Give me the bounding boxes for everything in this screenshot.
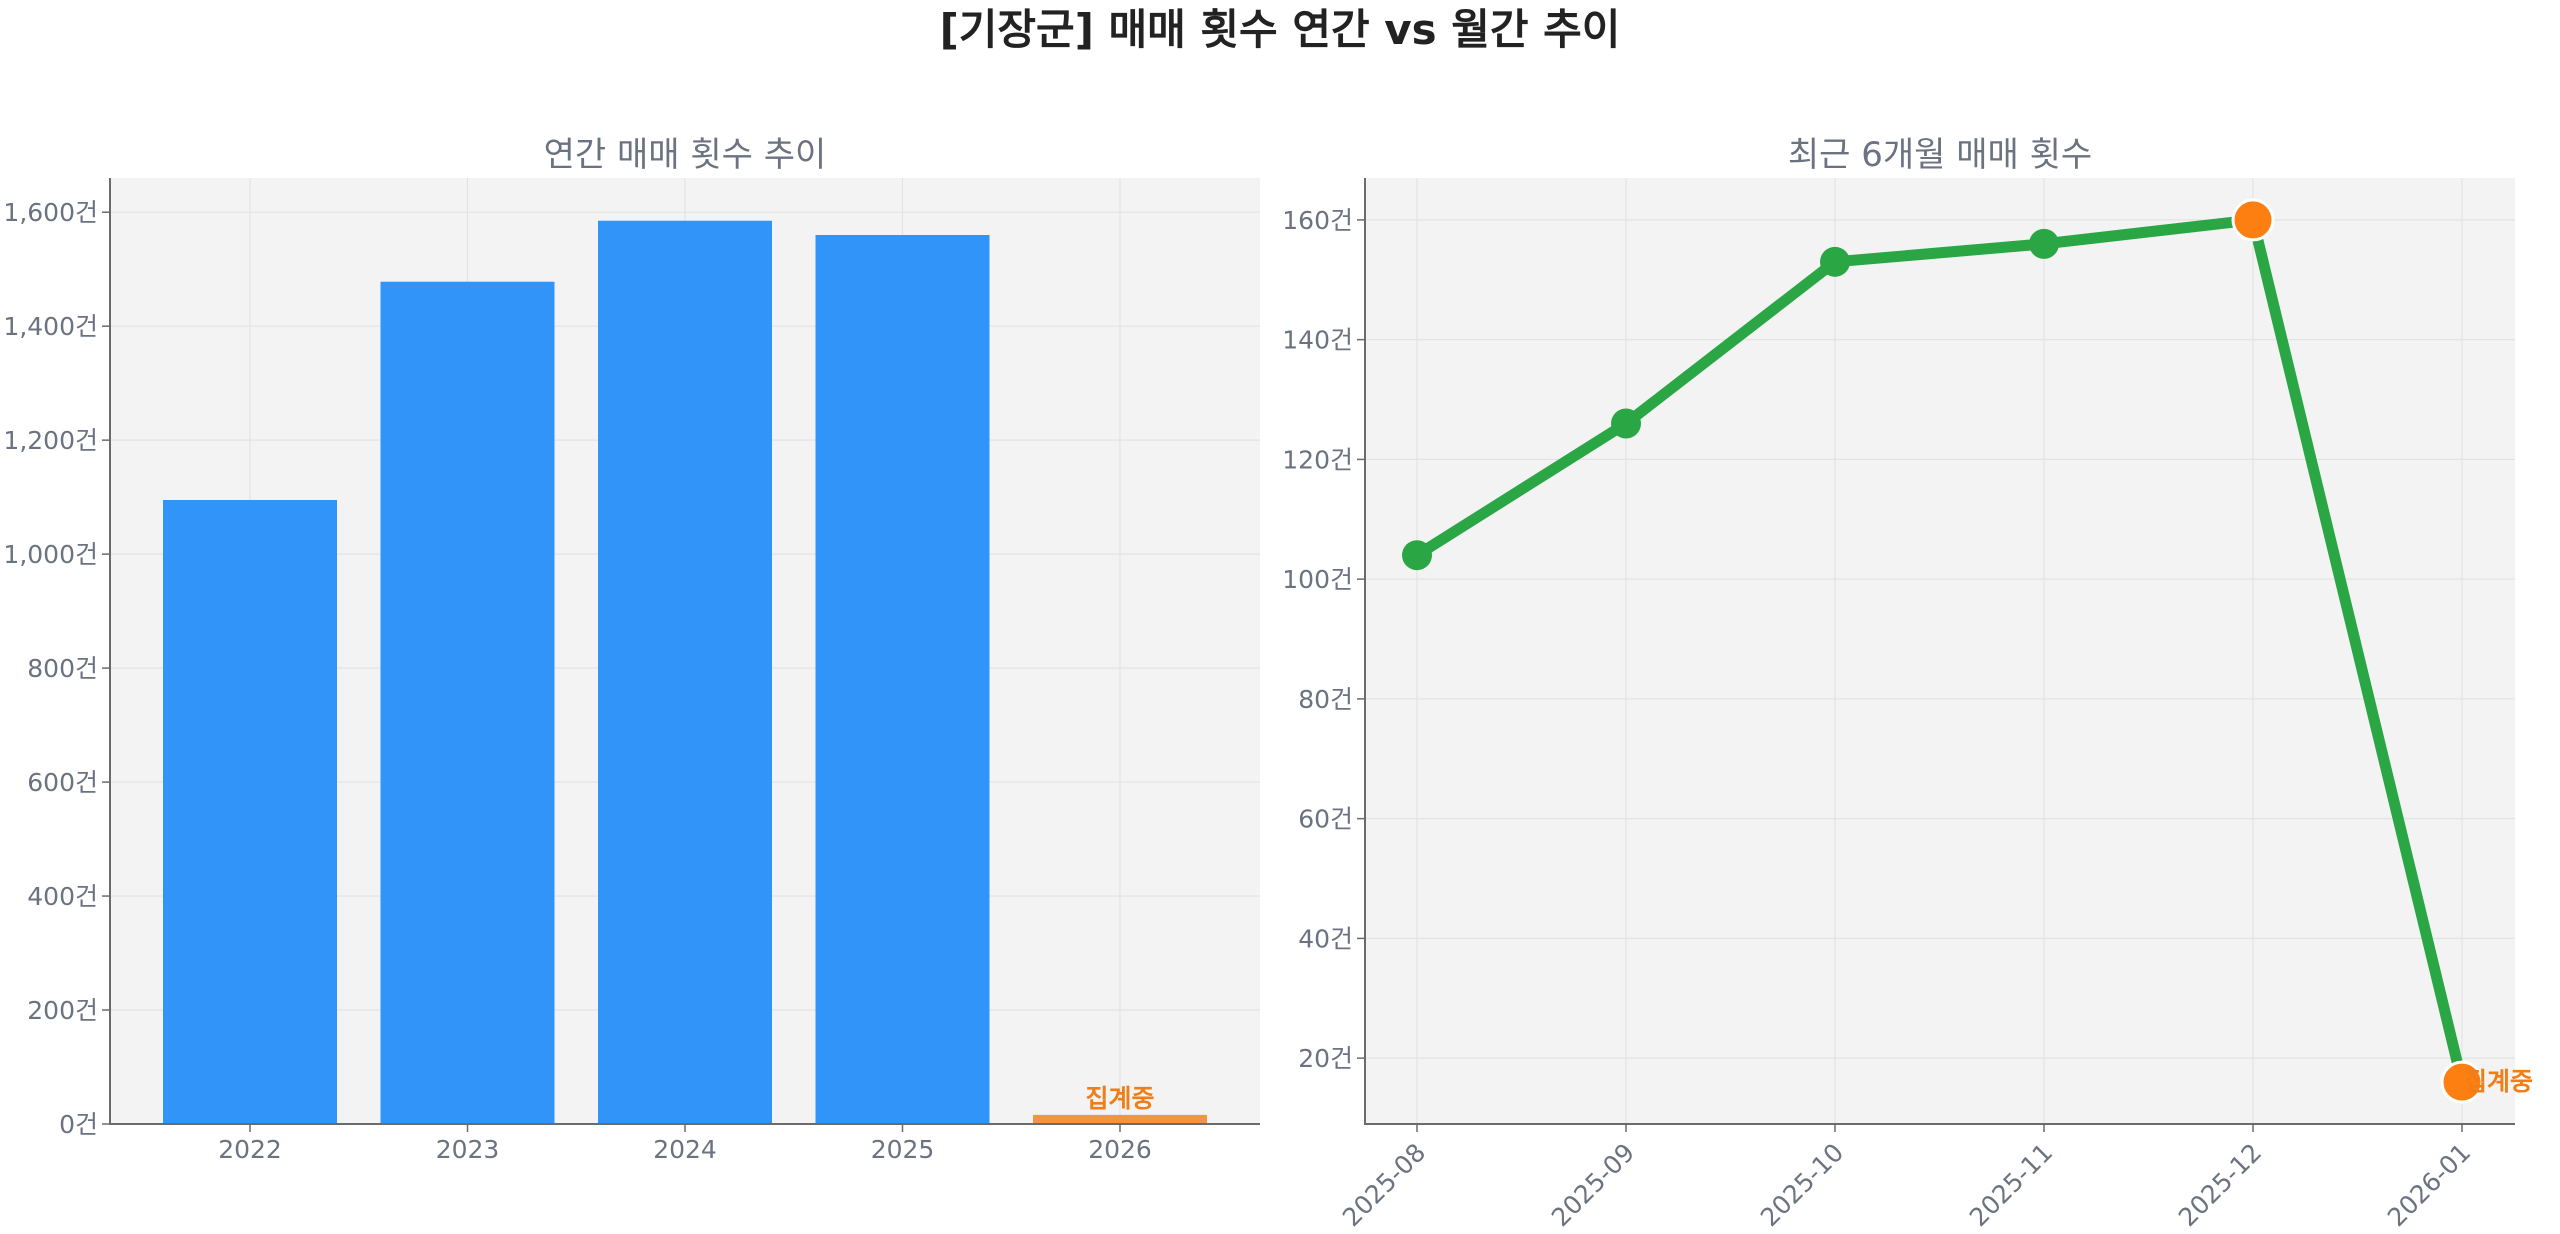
point-2025-10 bbox=[1820, 246, 1850, 277]
monthly-line-chart: 집계중 20건 40건 60건 80건 100건 120건 140건 160건 2025-08… bbox=[1282, 135, 2533, 1232]
point-2025-11 bbox=[2029, 228, 2059, 259]
bar-2022 bbox=[163, 499, 337, 1124]
left-y-tick-label: 400건 bbox=[27, 882, 98, 911]
left-y-tick-label: 1,000건 bbox=[3, 540, 98, 569]
right-plot-area bbox=[1365, 178, 2515, 1124]
right-y-ticks: 20건 40건 60건 80건 100건 120건 140건 160건 bbox=[1282, 206, 1365, 1073]
right-y-tick-label: 100건 bbox=[1282, 565, 1353, 594]
left-annotation-label: 집계중 bbox=[1085, 1084, 1154, 1113]
bar-2023 bbox=[380, 281, 555, 1124]
left-y-tick-label: 1,400건 bbox=[3, 312, 98, 341]
right-y-tick-label: 160건 bbox=[1282, 206, 1353, 235]
right-chart-title: 최근 6개월 매매 횟수 bbox=[1788, 135, 2092, 175]
right-y-tick-label: 20건 bbox=[1298, 1044, 1353, 1073]
left-y-ticks: 0건 200건 400건 600건 800건 1,000건 1,200건 1,400건 1,60… bbox=[3, 198, 110, 1139]
right-y-tick-label: 140건 bbox=[1282, 326, 1353, 355]
point-2026-01 bbox=[2440, 1060, 2484, 1104]
left-y-tick-label: 1,600건 bbox=[3, 198, 98, 227]
point-2025-08 bbox=[1402, 540, 1432, 571]
right-x-tick-label: 2025-08 bbox=[1337, 1138, 1431, 1232]
right-y-tick-label: 40건 bbox=[1298, 924, 1353, 953]
left-axis-lines bbox=[109, 178, 1260, 1125]
bar-2024 bbox=[598, 220, 772, 1124]
yearly-bar-chart: 집계중 0건 200건 400건 600건 800건 1,000건 1,200건 1,400건… bbox=[3, 135, 1260, 1164]
right-annotation-label: 집계중 bbox=[2464, 1067, 2533, 1096]
left-x-tick-label: 2024 bbox=[653, 1135, 717, 1164]
right-x-tick-label: 2025-11 bbox=[1964, 1138, 2058, 1232]
monthly-series-line bbox=[1411, 214, 2468, 1088]
left-chart-title: 연간 매매 횟수 추이 bbox=[544, 135, 827, 175]
bar-2026 bbox=[1033, 1114, 1207, 1124]
left-x-tick-label: 2025 bbox=[871, 1135, 935, 1164]
left-bars: 집계중 bbox=[163, 220, 1207, 1125]
right-y-tick-label: 120건 bbox=[1282, 445, 1353, 474]
right-x-tick-label: 2025-09 bbox=[1546, 1138, 1640, 1232]
left-y-tick-label: 600건 bbox=[27, 768, 98, 797]
right-x-ticks: 2025-08 2025-09 2025-10 2025-11 2025-12 2026-… bbox=[1337, 1124, 2476, 1232]
right-x-tick-label: 2026-01 bbox=[2382, 1138, 2476, 1232]
right-x-tick-label: 2025-12 bbox=[2173, 1138, 2267, 1232]
left-y-tick-label: 0건 bbox=[59, 1110, 98, 1139]
right-y-tick-label: 80건 bbox=[1298, 685, 1353, 714]
left-x-tick-label: 2026 bbox=[1088, 1135, 1152, 1164]
right-y-tick-label: 60건 bbox=[1298, 805, 1353, 834]
left-y-tick-label: 1,200건 bbox=[3, 426, 98, 455]
point-2025-12 bbox=[2231, 198, 2275, 242]
left-x-ticks: 2022 2023 2024 2025 2026 bbox=[218, 1124, 1152, 1164]
left-y-tick-label: 800건 bbox=[27, 654, 98, 683]
left-x-tick-label: 2022 bbox=[218, 1135, 282, 1164]
right-line-series: 집계중 bbox=[1402, 198, 2533, 1104]
right-axis-lines bbox=[1364, 178, 2515, 1125]
bar-2025 bbox=[815, 234, 990, 1125]
left-y-tick-label: 200건 bbox=[27, 996, 98, 1025]
figure-title: [기장군] 매매 횟수 연간 vs 월간 추이 bbox=[940, 5, 1621, 54]
left-x-tick-label: 2023 bbox=[436, 1135, 500, 1164]
right-x-tick-label: 2025-10 bbox=[1755, 1138, 1849, 1232]
point-2025-09 bbox=[1611, 408, 1641, 439]
right-gridlines bbox=[1365, 178, 2515, 1124]
